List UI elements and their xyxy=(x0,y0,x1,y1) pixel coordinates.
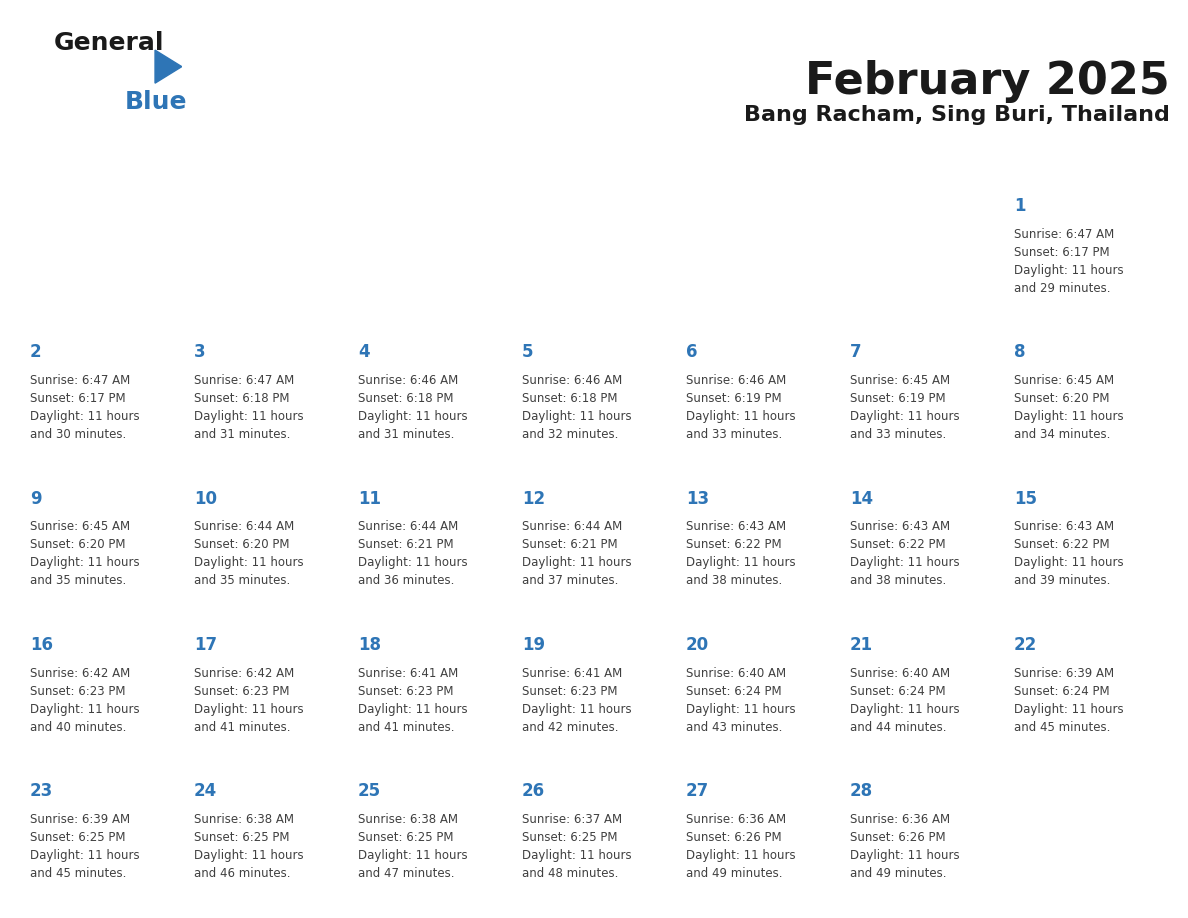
Text: 4: 4 xyxy=(358,343,369,362)
Text: 7: 7 xyxy=(849,343,861,362)
Text: Sunrise: 6:47 AM
Sunset: 6:18 PM
Daylight: 11 hours
and 31 minutes.: Sunrise: 6:47 AM Sunset: 6:18 PM Dayligh… xyxy=(194,375,303,442)
Text: Friday: Friday xyxy=(849,163,903,178)
Text: Wednesday: Wednesday xyxy=(522,163,620,178)
Text: 26: 26 xyxy=(522,782,545,800)
Text: Sunrise: 6:43 AM
Sunset: 6:22 PM
Daylight: 11 hours
and 39 minutes.: Sunrise: 6:43 AM Sunset: 6:22 PM Dayligh… xyxy=(1013,521,1124,588)
Text: Blue: Blue xyxy=(125,90,188,114)
Text: Sunrise: 6:39 AM
Sunset: 6:24 PM
Daylight: 11 hours
and 45 minutes.: Sunrise: 6:39 AM Sunset: 6:24 PM Dayligh… xyxy=(1013,666,1124,733)
Text: 2: 2 xyxy=(30,343,42,362)
Text: 10: 10 xyxy=(194,489,217,508)
Text: Sunrise: 6:46 AM
Sunset: 6:18 PM
Daylight: 11 hours
and 31 minutes.: Sunrise: 6:46 AM Sunset: 6:18 PM Dayligh… xyxy=(358,375,467,442)
Text: 19: 19 xyxy=(522,636,545,654)
Text: 6: 6 xyxy=(685,343,697,362)
Text: Sunrise: 6:47 AM
Sunset: 6:17 PM
Daylight: 11 hours
and 30 minutes.: Sunrise: 6:47 AM Sunset: 6:17 PM Dayligh… xyxy=(30,375,139,442)
Text: Sunrise: 6:36 AM
Sunset: 6:26 PM
Daylight: 11 hours
and 49 minutes.: Sunrise: 6:36 AM Sunset: 6:26 PM Dayligh… xyxy=(849,812,960,879)
Text: Sunday: Sunday xyxy=(30,163,93,178)
Text: 25: 25 xyxy=(358,782,381,800)
Text: Sunrise: 6:45 AM
Sunset: 6:20 PM
Daylight: 11 hours
and 34 minutes.: Sunrise: 6:45 AM Sunset: 6:20 PM Dayligh… xyxy=(1013,375,1124,442)
Polygon shape xyxy=(154,50,182,84)
Text: Sunrise: 6:37 AM
Sunset: 6:25 PM
Daylight: 11 hours
and 48 minutes.: Sunrise: 6:37 AM Sunset: 6:25 PM Dayligh… xyxy=(522,812,632,879)
Text: General: General xyxy=(53,31,164,55)
Text: Sunrise: 6:42 AM
Sunset: 6:23 PM
Daylight: 11 hours
and 41 minutes.: Sunrise: 6:42 AM Sunset: 6:23 PM Dayligh… xyxy=(194,666,303,733)
Text: 12: 12 xyxy=(522,489,545,508)
Text: Tuesday: Tuesday xyxy=(358,163,428,178)
Text: 15: 15 xyxy=(1013,489,1037,508)
Text: 13: 13 xyxy=(685,489,709,508)
Text: Thursday: Thursday xyxy=(685,163,765,178)
Text: 9: 9 xyxy=(30,489,42,508)
Text: 17: 17 xyxy=(194,636,217,654)
Text: Sunrise: 6:40 AM
Sunset: 6:24 PM
Daylight: 11 hours
and 44 minutes.: Sunrise: 6:40 AM Sunset: 6:24 PM Dayligh… xyxy=(849,666,960,733)
Text: Bang Racham, Sing Buri, Thailand: Bang Racham, Sing Buri, Thailand xyxy=(745,105,1170,125)
Text: 16: 16 xyxy=(30,636,52,654)
Text: Sunrise: 6:41 AM
Sunset: 6:23 PM
Daylight: 11 hours
and 42 minutes.: Sunrise: 6:41 AM Sunset: 6:23 PM Dayligh… xyxy=(522,666,632,733)
Text: 11: 11 xyxy=(358,489,381,508)
Text: 21: 21 xyxy=(849,636,873,654)
Text: 24: 24 xyxy=(194,782,217,800)
Text: Sunrise: 6:36 AM
Sunset: 6:26 PM
Daylight: 11 hours
and 49 minutes.: Sunrise: 6:36 AM Sunset: 6:26 PM Dayligh… xyxy=(685,812,796,879)
Text: Saturday: Saturday xyxy=(1013,163,1092,178)
Text: 20: 20 xyxy=(685,636,709,654)
Text: Sunrise: 6:44 AM
Sunset: 6:20 PM
Daylight: 11 hours
and 35 minutes.: Sunrise: 6:44 AM Sunset: 6:20 PM Dayligh… xyxy=(194,521,303,588)
Text: Sunrise: 6:44 AM
Sunset: 6:21 PM
Daylight: 11 hours
and 37 minutes.: Sunrise: 6:44 AM Sunset: 6:21 PM Dayligh… xyxy=(522,521,632,588)
Text: Sunrise: 6:45 AM
Sunset: 6:19 PM
Daylight: 11 hours
and 33 minutes.: Sunrise: 6:45 AM Sunset: 6:19 PM Dayligh… xyxy=(849,375,960,442)
Text: Sunrise: 6:45 AM
Sunset: 6:20 PM
Daylight: 11 hours
and 35 minutes.: Sunrise: 6:45 AM Sunset: 6:20 PM Dayligh… xyxy=(30,521,139,588)
Text: 23: 23 xyxy=(30,782,53,800)
Text: Sunrise: 6:44 AM
Sunset: 6:21 PM
Daylight: 11 hours
and 36 minutes.: Sunrise: 6:44 AM Sunset: 6:21 PM Dayligh… xyxy=(358,521,467,588)
Text: Sunrise: 6:39 AM
Sunset: 6:25 PM
Daylight: 11 hours
and 45 minutes.: Sunrise: 6:39 AM Sunset: 6:25 PM Dayligh… xyxy=(30,812,139,879)
Text: 3: 3 xyxy=(194,343,206,362)
Text: Sunrise: 6:43 AM
Sunset: 6:22 PM
Daylight: 11 hours
and 38 minutes.: Sunrise: 6:43 AM Sunset: 6:22 PM Dayligh… xyxy=(685,521,796,588)
Text: Sunrise: 6:41 AM
Sunset: 6:23 PM
Daylight: 11 hours
and 41 minutes.: Sunrise: 6:41 AM Sunset: 6:23 PM Dayligh… xyxy=(358,666,467,733)
Text: 27: 27 xyxy=(685,782,709,800)
Text: Sunrise: 6:40 AM
Sunset: 6:24 PM
Daylight: 11 hours
and 43 minutes.: Sunrise: 6:40 AM Sunset: 6:24 PM Dayligh… xyxy=(685,666,796,733)
Text: 22: 22 xyxy=(1013,636,1037,654)
Text: 28: 28 xyxy=(849,782,873,800)
Text: 5: 5 xyxy=(522,343,533,362)
Text: February 2025: February 2025 xyxy=(805,60,1170,103)
Text: Sunrise: 6:46 AM
Sunset: 6:19 PM
Daylight: 11 hours
and 33 minutes.: Sunrise: 6:46 AM Sunset: 6:19 PM Dayligh… xyxy=(685,375,796,442)
Text: 14: 14 xyxy=(849,489,873,508)
Text: Sunrise: 6:38 AM
Sunset: 6:25 PM
Daylight: 11 hours
and 46 minutes.: Sunrise: 6:38 AM Sunset: 6:25 PM Dayligh… xyxy=(194,812,303,879)
Text: 1: 1 xyxy=(1013,197,1025,215)
Text: Sunrise: 6:42 AM
Sunset: 6:23 PM
Daylight: 11 hours
and 40 minutes.: Sunrise: 6:42 AM Sunset: 6:23 PM Dayligh… xyxy=(30,666,139,733)
Text: 8: 8 xyxy=(1013,343,1025,362)
Text: 18: 18 xyxy=(358,636,381,654)
Text: Monday: Monday xyxy=(194,163,261,178)
Text: Sunrise: 6:46 AM
Sunset: 6:18 PM
Daylight: 11 hours
and 32 minutes.: Sunrise: 6:46 AM Sunset: 6:18 PM Dayligh… xyxy=(522,375,632,442)
Text: Sunrise: 6:38 AM
Sunset: 6:25 PM
Daylight: 11 hours
and 47 minutes.: Sunrise: 6:38 AM Sunset: 6:25 PM Dayligh… xyxy=(358,812,467,879)
Text: Sunrise: 6:47 AM
Sunset: 6:17 PM
Daylight: 11 hours
and 29 minutes.: Sunrise: 6:47 AM Sunset: 6:17 PM Dayligh… xyxy=(1013,228,1124,295)
Text: Sunrise: 6:43 AM
Sunset: 6:22 PM
Daylight: 11 hours
and 38 minutes.: Sunrise: 6:43 AM Sunset: 6:22 PM Dayligh… xyxy=(849,521,960,588)
